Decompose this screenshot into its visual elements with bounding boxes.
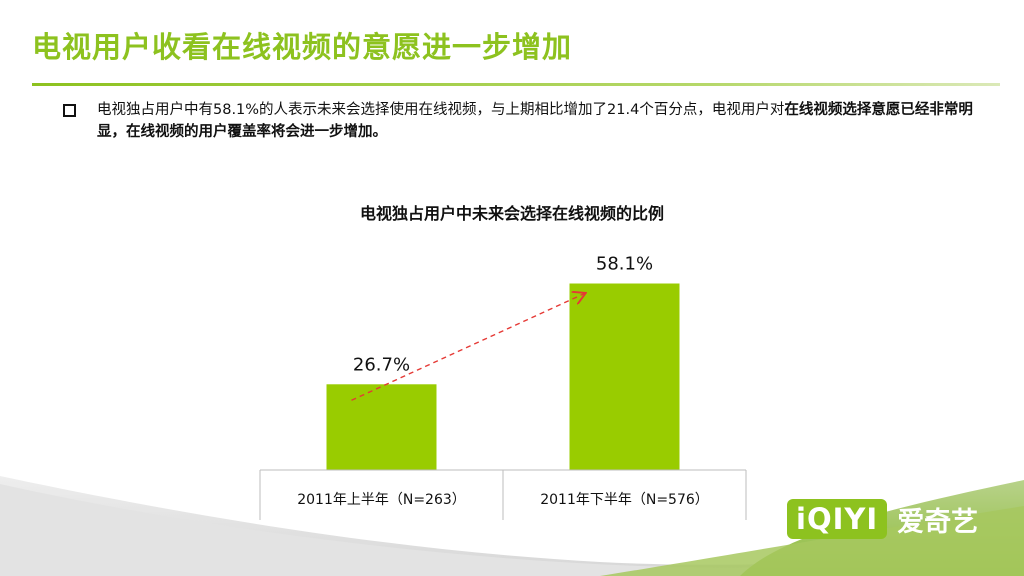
bar-2 — [569, 283, 680, 470]
x-tick-label-1: 2011年上半年（N=263） — [297, 492, 466, 508]
bullet-text-plain: 电视独占用户中有58.1%的人表示未来会选择使用在线视频，与上期相比增加了21.… — [97, 102, 785, 118]
title-divider — [32, 83, 1000, 86]
chart-title: 电视独占用户中未来会选择在线视频的比例 — [359, 204, 664, 223]
logo-mark: iQIYI — [787, 499, 888, 539]
bullet-text-bold: 在线视频选择意愿已经非常明显，在线视频的用户覆盖率将会进一步增加。 — [97, 102, 973, 140]
x-tick-label-2: 2011年下半年（N=576） — [540, 492, 709, 508]
data-label-1: 26.7% — [353, 354, 410, 375]
page-title: 电视用户收看在线视频的意愿进一步增加 — [32, 30, 573, 64]
bullet-paragraph: 电视独占用户中有58.1%的人表示未来会选择使用在线视频，与上期相比增加了21.… — [97, 99, 977, 143]
bar-1 — [326, 384, 437, 470]
trend-arrow — [351, 293, 585, 401]
bullet-square-icon — [63, 104, 76, 117]
data-label-2: 58.1% — [596, 253, 653, 274]
iqiyi-logo: iQIYI 爱奇艺 — [787, 497, 978, 541]
logo-text: 爱奇艺 — [897, 506, 979, 538]
